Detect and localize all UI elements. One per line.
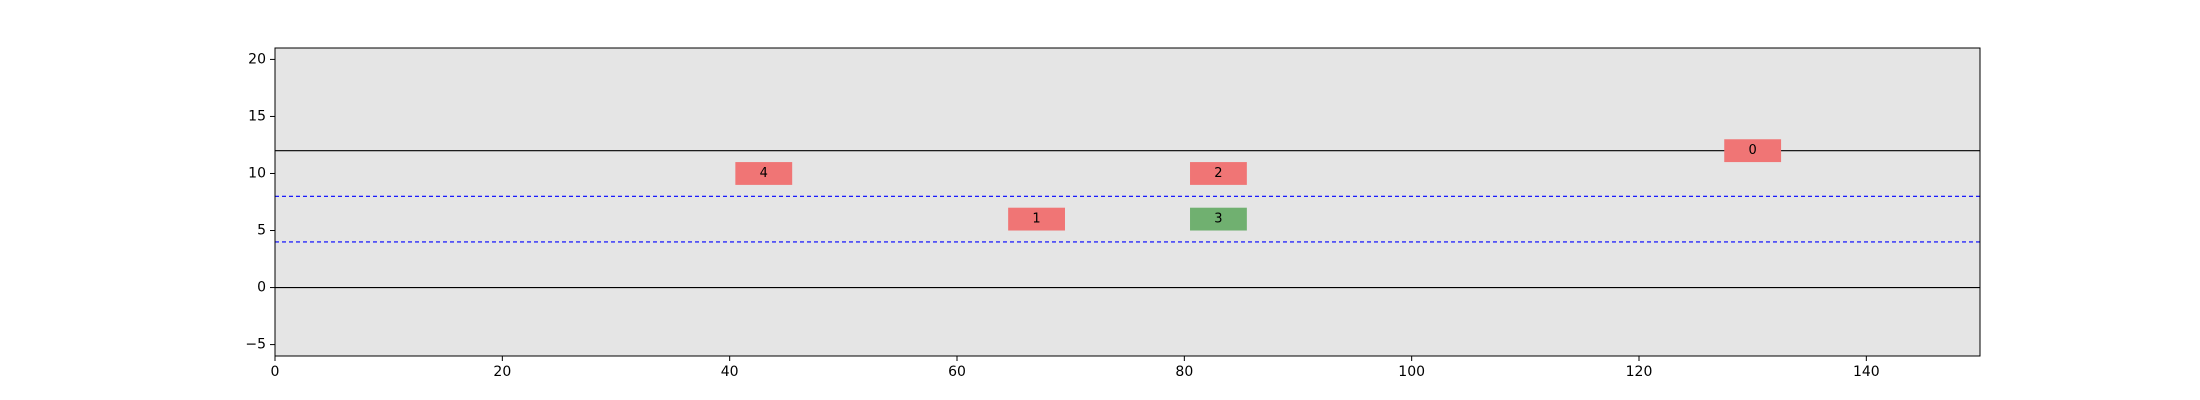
- vehicle-label: 4: [760, 166, 768, 181]
- road-lines: [275, 150, 1980, 289]
- vehicle-label: 0: [1749, 143, 1757, 158]
- x-tick-label: 80: [1175, 364, 1193, 380]
- vehicle-label: 1: [1032, 212, 1040, 227]
- vehicle-label: 2: [1214, 166, 1222, 181]
- y-tick-label: 0: [257, 280, 266, 296]
- y-axis: −5 0 5 10 15 20: [245, 51, 275, 353]
- vehicle-1: 1: [1008, 207, 1065, 231]
- vehicle-0: 0: [1724, 139, 1782, 163]
- vehicle-box: [1724, 139, 1782, 163]
- y-tick-label: 10: [248, 165, 266, 181]
- vehicle-2: 2: [1190, 162, 1247, 185]
- x-axis: 0 20 40 60 80 100 120 140: [271, 356, 1880, 380]
- vehicle-label: 3: [1214, 212, 1222, 227]
- vehicle-box: [1190, 162, 1247, 185]
- plot-background: [275, 48, 1980, 356]
- plot-frame: [274, 47, 1981, 357]
- x-tick-label: 60: [948, 364, 966, 380]
- vehicle-4: 4: [735, 162, 793, 185]
- vehicle-box: [1008, 207, 1065, 231]
- y-tick-label: 20: [248, 51, 266, 67]
- y-tick-label: −5: [245, 337, 266, 353]
- x-tick-label: 40: [721, 364, 739, 380]
- vehicles: 0 1 2 3 4: [735, 139, 1782, 231]
- x-tick-label: 20: [493, 364, 511, 380]
- vehicle-box: [1190, 207, 1247, 231]
- y-tick-label: 5: [257, 223, 266, 239]
- y-tick-label: 15: [248, 108, 266, 124]
- x-tick-label: 100: [1398, 364, 1425, 380]
- x-tick-label: 0: [271, 364, 280, 380]
- vehicle-3: 3: [1190, 207, 1247, 231]
- vehicle-box: [735, 162, 793, 185]
- x-tick-label: 140: [1853, 364, 1880, 380]
- x-tick-label: 120: [1626, 364, 1653, 380]
